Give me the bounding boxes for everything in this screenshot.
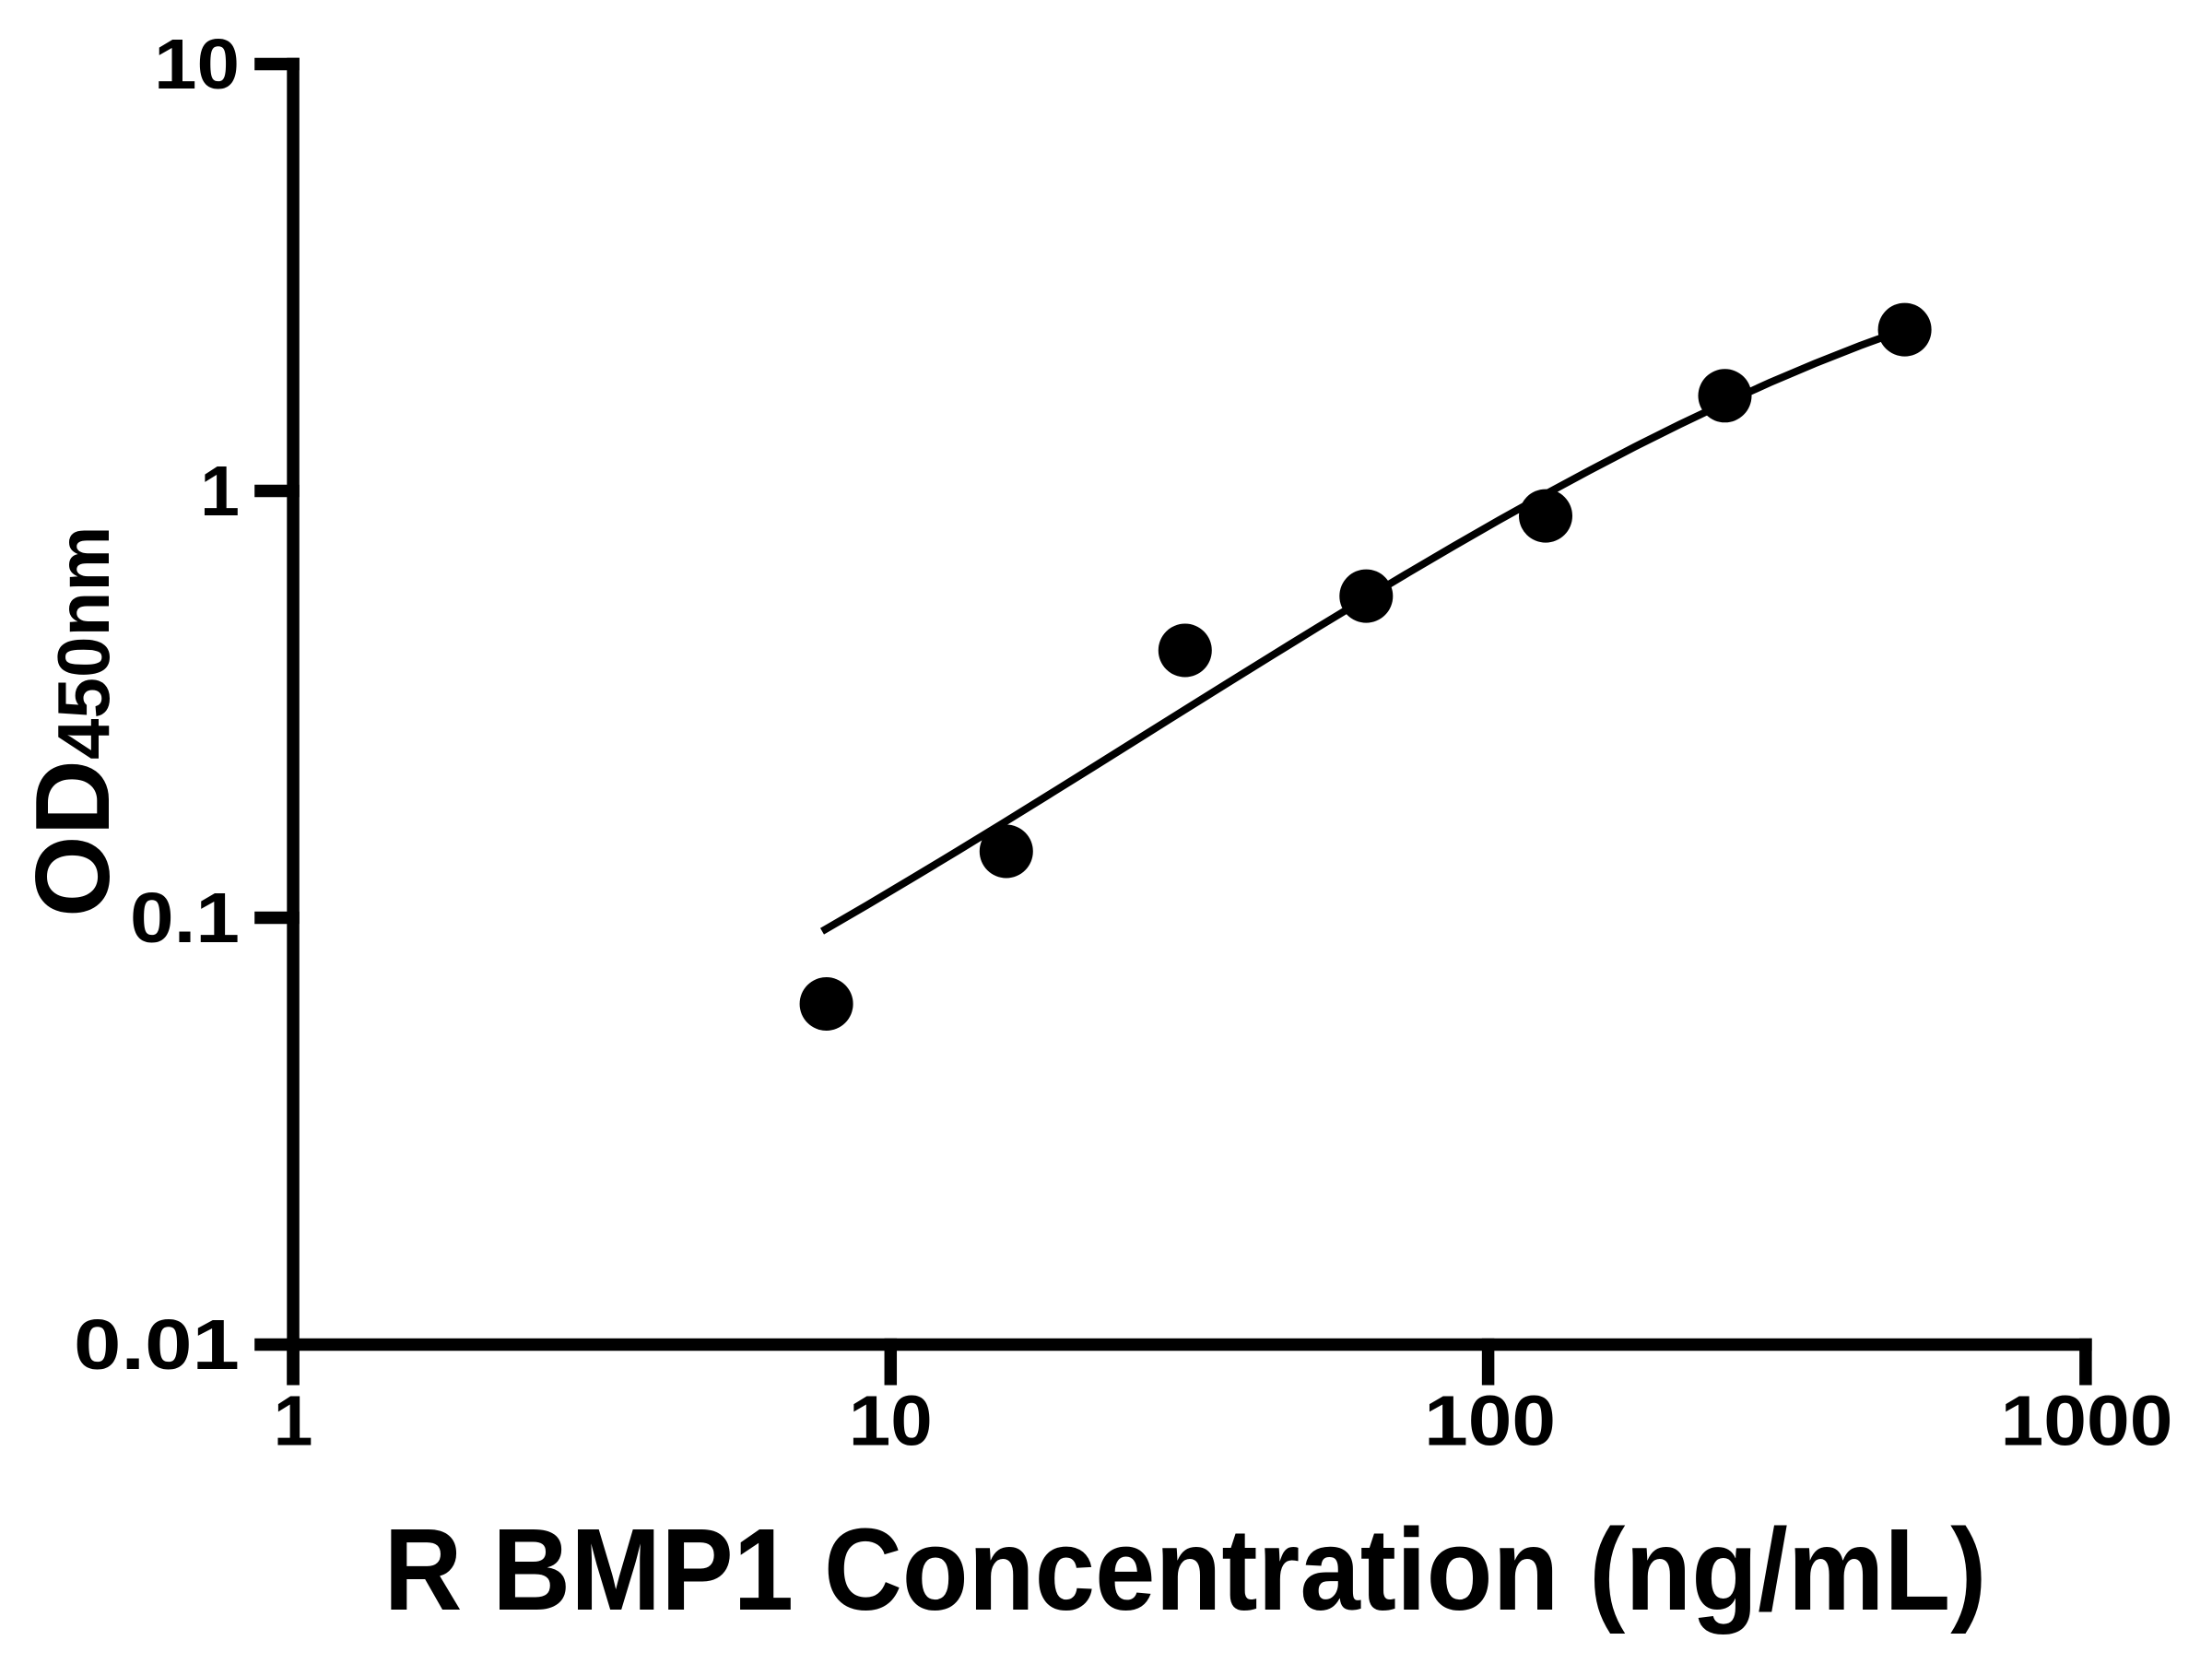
svg-text:10: 10: [154, 25, 240, 104]
svg-text:1: 1: [274, 1382, 313, 1461]
svg-text:R BMP1 Concentration (ng/mL): R BMP1 Concentration (ng/mL): [384, 1505, 1987, 1634]
svg-text:OD: OD: [15, 760, 132, 917]
svg-text:100: 100: [1424, 1382, 1556, 1461]
svg-text:0.01: 0.01: [74, 1305, 240, 1385]
svg-text:10: 10: [849, 1382, 933, 1461]
svg-text:450nm: 450nm: [42, 526, 124, 760]
svg-text:0.1: 0.1: [130, 879, 240, 958]
svg-text:1: 1: [200, 452, 240, 531]
svg-text:1000: 1000: [2001, 1382, 2173, 1461]
